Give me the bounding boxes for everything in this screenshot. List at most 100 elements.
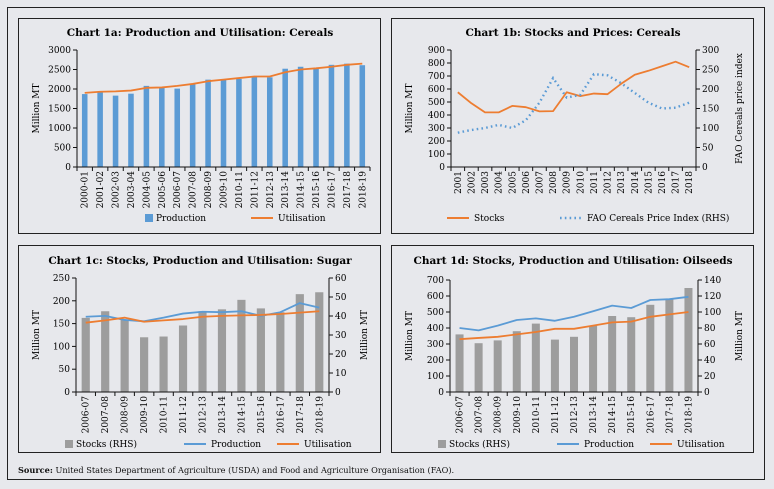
bar-1a-10 xyxy=(236,78,242,167)
y-tick-label: 0 xyxy=(439,163,445,173)
y-axis-label: Million MT xyxy=(32,310,42,360)
bar-1c-8 xyxy=(237,299,246,392)
y-right-tick-label: 50 xyxy=(335,293,347,303)
chart-1b-svg: Chart 1b: Stocks and Prices: Cereals Mill… xyxy=(405,27,745,224)
y-tick-label: 400 xyxy=(428,111,445,121)
x-tick-label: 2016-17 xyxy=(327,171,337,209)
figure-frame xyxy=(7,7,765,480)
x-tick-label: 2013 xyxy=(617,171,627,194)
x-tick-label: 2007 xyxy=(535,171,545,194)
series-line-utilisation xyxy=(85,310,320,324)
series-line-utilisation xyxy=(459,311,689,341)
y-right-tick-label: 80 xyxy=(704,324,716,334)
y-tick-label: 600 xyxy=(428,85,445,95)
y-right-tick-label: 120 xyxy=(704,292,721,302)
x-tick-label: 2008 xyxy=(549,171,559,194)
y-tick-label: 500 xyxy=(428,98,445,108)
bar-1d-0 xyxy=(455,334,464,392)
y-right-tick-label: 0 xyxy=(702,163,708,173)
legend-label: Production xyxy=(211,440,261,450)
x-tick-label: 2014-15 xyxy=(297,171,307,209)
bar-1a-2 xyxy=(112,95,119,167)
x-tick-label: 2014-15 xyxy=(237,396,247,434)
x-tick-label: 2018 xyxy=(685,171,695,194)
chart-title: Chart 1b: Stocks and Prices: Cereals xyxy=(465,27,680,39)
y-right-tick-label: 60 xyxy=(704,340,716,350)
bar-1a-13 xyxy=(282,68,288,167)
x-tick-label: 2016-17 xyxy=(276,396,286,434)
bar-1c-3 xyxy=(140,337,149,392)
x-tick-label: 2007-08 xyxy=(189,171,199,209)
x-tick-label: 2006 xyxy=(522,171,532,194)
x-tick-label: 2017 xyxy=(672,171,682,194)
x-tick-label: 2018-19 xyxy=(684,396,694,434)
x-tick-label: 2001-02 xyxy=(96,171,106,208)
chart-1b-panel: Chart 1b: Stocks and Prices: Cereals Mill… xyxy=(391,18,754,234)
y-tick-label: 900 xyxy=(428,46,445,56)
bar-1a-6 xyxy=(174,88,181,167)
legend-label: Stocks (RHS) xyxy=(76,439,137,450)
source-note: Source: United States Department of Agri… xyxy=(18,465,454,475)
legend-swatch xyxy=(145,214,153,222)
x-tick-label: 2009-10 xyxy=(513,396,523,434)
y-tick-label: 50 xyxy=(59,365,71,375)
y-tick-label: 100 xyxy=(53,342,70,352)
y-tick-label: 500 xyxy=(427,308,444,318)
chart-title: Chart 1c: Stocks, Production and Utilisa… xyxy=(48,255,352,267)
bar-1a-8 xyxy=(205,79,211,167)
x-tick-label: 2012-13 xyxy=(570,396,580,434)
x-tick-label: 2002 xyxy=(467,171,477,194)
bar-1a-3 xyxy=(128,93,134,167)
y-tick-label: 2500 xyxy=(48,66,71,76)
y-tick-label: 200 xyxy=(427,356,444,366)
x-tick-label: 2008-09 xyxy=(204,171,214,209)
y-right-tick-label: 150 xyxy=(702,105,719,115)
bar-1a-1 xyxy=(97,92,103,167)
x-tick-label: 2009-10 xyxy=(220,171,230,209)
y-tick-label: 500 xyxy=(54,144,71,154)
chart-1d-panel: Chart 1d: Stocks, Production and Utilisa… xyxy=(391,245,754,453)
source-label: Source: xyxy=(18,465,53,475)
y-right-tick-label: 200 xyxy=(702,85,719,95)
x-tick-label: 2014-15 xyxy=(608,396,618,434)
bar-1d-10 xyxy=(646,304,655,392)
legend-label: Utilisation xyxy=(677,440,725,450)
x-tick-label: 2010-11 xyxy=(235,171,245,208)
y-tick-label: 600 xyxy=(427,292,444,302)
y-right-tick-label: 140 xyxy=(704,276,721,286)
y-right-tick-label: 40 xyxy=(704,356,716,366)
x-tick-label: 2009 xyxy=(563,171,573,194)
y-tick-label: 200 xyxy=(428,137,445,147)
bar-1c-0 xyxy=(81,317,90,392)
x-tick-label: 2012-13 xyxy=(266,171,276,209)
x-tick-label: 2011-12 xyxy=(551,396,561,433)
bar-1c-4 xyxy=(159,336,168,392)
x-tick-label: 2018-19 xyxy=(315,396,325,434)
y-axis-right-label: Million MT xyxy=(360,310,370,360)
y-right-tick-label: 100 xyxy=(704,308,721,318)
x-tick-label: 2007-08 xyxy=(101,396,111,434)
series-line-utilisation xyxy=(84,62,363,94)
y-tick-label: 0 xyxy=(64,388,70,398)
y-axis-label: Million MT xyxy=(405,83,415,133)
bar-1a-9 xyxy=(220,79,227,167)
bar-1c-1 xyxy=(101,311,110,392)
x-tick-label: 2014 xyxy=(631,171,641,194)
legend-label: Production xyxy=(584,440,634,450)
legend-label: FAO Cereals Price Index (RHS) xyxy=(587,213,729,224)
bar-1d-11 xyxy=(665,299,674,392)
bar-1c-10 xyxy=(276,312,285,392)
y-right-tick-label: 300 xyxy=(702,46,719,56)
source-text: United States Department of Agriculture … xyxy=(52,465,455,475)
x-tick-label: 2013-14 xyxy=(218,396,228,434)
x-tick-label: 2011 xyxy=(590,171,600,194)
bar-1d-12 xyxy=(684,288,693,392)
legend-label: Utilisation xyxy=(304,440,352,450)
y-tick-label: 0 xyxy=(438,388,444,398)
x-tick-label: 2017-18 xyxy=(296,396,306,434)
x-tick-label: 2000-01 xyxy=(81,171,91,208)
x-tick-label: 2015 xyxy=(644,171,654,194)
x-tick-label: 2018-19 xyxy=(358,171,368,209)
legend-label: Stocks (RHS) xyxy=(449,439,510,450)
bar-1a-7 xyxy=(189,84,196,167)
